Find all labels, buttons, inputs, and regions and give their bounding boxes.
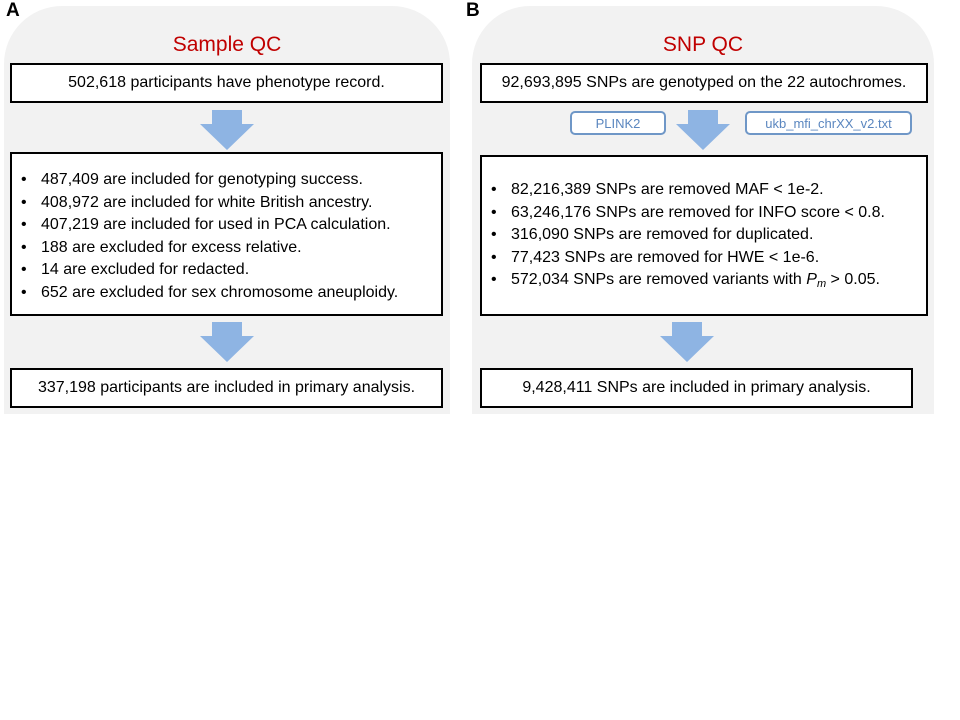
snp-criterion: 82,216,389 SNPs are removed MAF < 1e-2. <box>482 179 926 202</box>
snp-arrow-1 <box>676 110 730 150</box>
sample-start-box: 502,618 participants have phenotype reco… <box>10 63 443 103</box>
pm-symbol: P <box>806 271 817 288</box>
plink2-tag: PLINK2 <box>570 111 666 135</box>
snp-qc-title: SNP QC <box>662 33 744 56</box>
snp-criterion: 63,246,176 SNPs are removed for INFO sco… <box>482 202 926 225</box>
snp-start-box: 92,693,895 SNPs are genotyped on the 22 … <box>480 63 928 103</box>
sample-qc-title: Sample QC <box>172 33 282 56</box>
sample-criterion: 652 are excluded for sex chromosome aneu… <box>12 282 441 305</box>
plink2-label: PLINK2 <box>595 115 641 131</box>
snp-criterion: 316,090 SNPs are removed for duplicated. <box>482 224 926 247</box>
panel-b-letter: B <box>466 0 480 21</box>
snp-start-text: 92,693,895 SNPs are genotyped on the 22 … <box>501 74 907 91</box>
snp-criterion-pm: 572,034 SNPs are removed variants with P… <box>482 269 926 292</box>
snp-criteria-list: 82,216,389 SNPs are removed MAF < 1e-2. … <box>482 179 926 292</box>
sample-criterion: 408,972 are included for white British a… <box>12 192 441 215</box>
mfi-file-label: ukb_mfi_chrXX_v2.txt <box>765 115 892 131</box>
snp-arrow-2 <box>660 322 714 362</box>
snp-result-box: 9,428,411 SNPs are included in primary a… <box>480 368 913 408</box>
panel-a-letter: A <box>6 0 20 21</box>
sample-criteria-list: 487,409 are included for genotyping succ… <box>12 169 441 304</box>
sample-criterion: 14 are excluded for redacted. <box>12 259 441 282</box>
sample-result-text: 337,198 participants are included in pri… <box>37 379 416 396</box>
sample-arrow-1 <box>200 110 254 150</box>
pm-subscript: m <box>816 278 827 290</box>
mfi-file-tag: ukb_mfi_chrXX_v2.txt <box>745 111 912 135</box>
sample-criterion: 407,219 are included for used in PCA cal… <box>12 214 441 237</box>
snp-criteria-box: 82,216,389 SNPs are removed MAF < 1e-2. … <box>480 155 928 316</box>
pm-suffix: > 0.05. <box>826 271 880 288</box>
sample-criterion: 188 are excluded for excess relative. <box>12 237 441 260</box>
sample-result-box: 337,198 participants are included in pri… <box>10 368 443 408</box>
snp-result-text: 9,428,411 SNPs are included in primary a… <box>522 379 871 396</box>
pm-prefix: 572,034 SNPs are removed variants with <box>511 271 807 288</box>
sample-criterion: 487,409 are included for genotyping succ… <box>12 169 441 192</box>
sample-start-text: 502,618 participants have phenotype reco… <box>68 74 385 91</box>
sample-criteria-box: 487,409 are included for genotyping succ… <box>10 152 443 316</box>
snp-criterion: 77,423 SNPs are removed for HWE < 1e-6. <box>482 247 926 270</box>
sample-arrow-2 <box>200 322 254 362</box>
